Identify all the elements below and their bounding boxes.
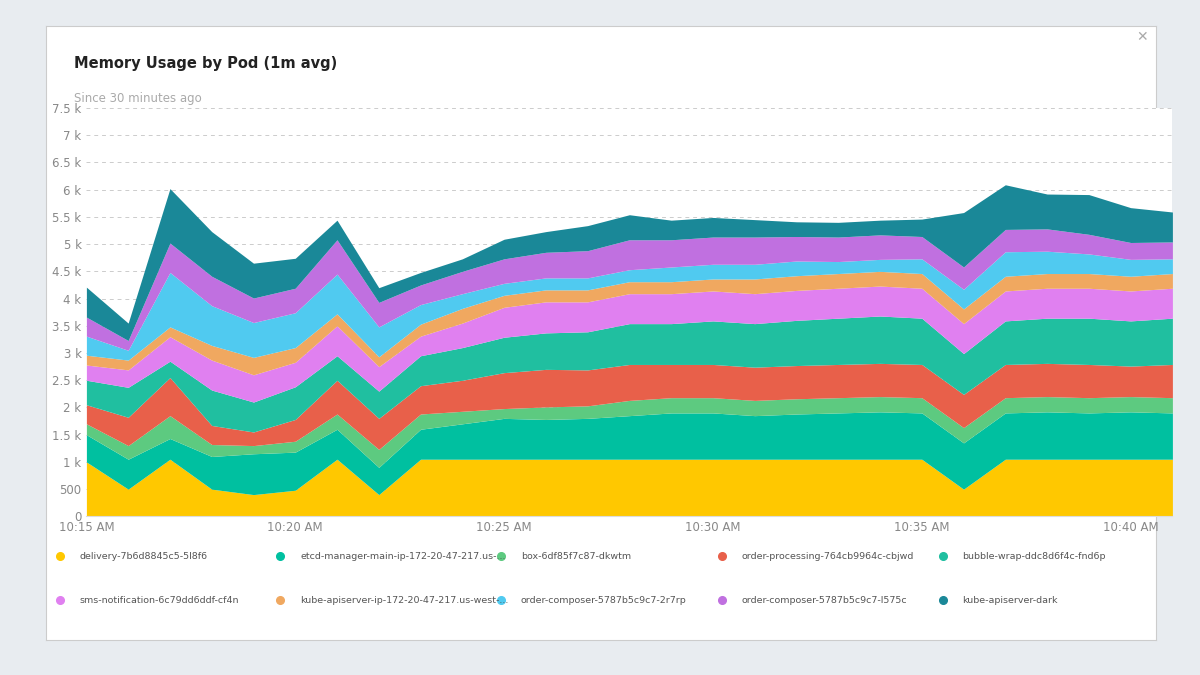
- Text: kube-apiserver-dark: kube-apiserver-dark: [962, 596, 1058, 605]
- Text: box-6df85f7c87-dkwtm: box-6df85f7c87-dkwtm: [521, 551, 631, 561]
- Text: order-composer-5787b5c9c7-2r7rp: order-composer-5787b5c9c7-2r7rp: [521, 596, 686, 605]
- Text: order-composer-5787b5c9c7-l575c: order-composer-5787b5c9c7-l575c: [742, 596, 907, 605]
- Text: Memory Usage by Pod (1m avg): Memory Usage by Pod (1m avg): [74, 56, 337, 71]
- Text: bubble-wrap-ddc8d6f4c-fnd6p: bubble-wrap-ddc8d6f4c-fnd6p: [962, 551, 1106, 561]
- Text: kube-apiserver-ip-172-20-47-217.us-west-...: kube-apiserver-ip-172-20-47-217.us-west-…: [300, 596, 509, 605]
- Text: etcd-manager-main-ip-172-20-47-217.us-...: etcd-manager-main-ip-172-20-47-217.us-..…: [300, 551, 505, 561]
- Text: sms-notification-6c79dd6ddf-cf4n: sms-notification-6c79dd6ddf-cf4n: [79, 596, 239, 605]
- Text: delivery-7b6d8845c5-5l8f6: delivery-7b6d8845c5-5l8f6: [79, 551, 208, 561]
- Text: Since 30 minutes ago: Since 30 minutes ago: [74, 92, 202, 105]
- Text: ✕: ✕: [1136, 30, 1148, 44]
- Text: order-processing-764cb9964c-cbjwd: order-processing-764cb9964c-cbjwd: [742, 551, 914, 561]
